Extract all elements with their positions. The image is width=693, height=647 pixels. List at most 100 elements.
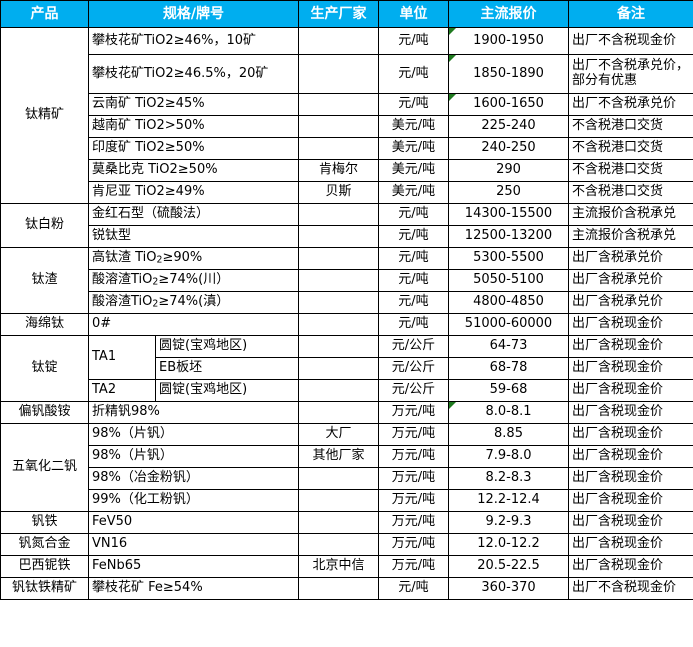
table-row: 99%（化工粉钒） 万元/吨 12.2-12.4 出厂含税现金价: [1, 489, 693, 512]
spec-cell: 越南矿 TiO2>50%: [88, 115, 299, 138]
note-cell: 出厂不含税现金价: [568, 577, 693, 600]
note-cell: 出厂含税承兑价: [568, 247, 693, 270]
price-cell: 7.9-8.0: [448, 445, 569, 468]
note-cell: 不含税港口交货: [568, 137, 693, 160]
product-category-cell: 巴西铌铁: [0, 555, 89, 578]
price-cell-with-comment-marker: 8.0-8.1: [448, 401, 569, 424]
table-row: 越南矿 TiO2>50% 美元/吨 225-240 不含税港口交货: [1, 115, 693, 138]
unit-cell: 万元/吨: [378, 555, 449, 578]
manufacturer-cell: [298, 115, 379, 138]
manufacturer-cell: 北京中信: [298, 555, 379, 578]
unit-cell: 元/吨: [378, 247, 449, 270]
spec-cell: 98%（片钒）: [88, 445, 299, 468]
unit-cell: 万元/吨: [378, 423, 449, 446]
table-row: 印度矿 TiO2≥50% 美元/吨 240-250 不含税港口交货: [1, 137, 693, 160]
unit-cell: 元/吨: [378, 93, 449, 116]
spec-cell: 攀枝花矿TiO2≥46%，10矿: [88, 27, 299, 55]
spec-cell: 肯尼亚 TiO2≥49%: [88, 181, 299, 204]
price-cell: 12.2-12.4: [448, 489, 569, 512]
table-body: 钛精矿 攀枝花矿TiO2≥46%，10矿 元/吨 1900-1950 出厂不含税现金价攀…: [0, 27, 693, 600]
manufacturer-cell: [298, 533, 379, 556]
note-cell: 出厂含税现金价: [568, 423, 693, 446]
table-row: 肯尼亚 TiO2≥49% 贝斯 美元/吨 250 不含税港口交货: [1, 181, 693, 204]
manufacturer-cell: [298, 54, 379, 94]
table-row: 锐钛型 元/吨 12500-13200 主流报价含税承兑: [1, 225, 693, 248]
note-cell: 出厂含税现金价: [568, 401, 693, 424]
price-cell: 64-73: [448, 335, 569, 358]
manufacturer-cell: 肯梅尔: [298, 159, 379, 182]
note-cell: 出厂含税现金价: [568, 379, 693, 402]
spec-cell: 云南矿 TiO2≥45%: [88, 93, 299, 116]
unit-cell: 万元/吨: [378, 511, 449, 534]
price-cell: 290: [448, 159, 569, 182]
table-row: 酸溶渣TiO2≥74%(川） 元/吨 5050-5100 出厂含税承兑价: [1, 269, 693, 292]
note-cell: 出厂含税现金价: [568, 489, 693, 512]
table-row: 海绵钛 0# 元/吨 51000-60000 出厂含税现金价: [0, 313, 693, 336]
product-category-cell: 钒铁: [0, 511, 89, 534]
table-row: 98%（片钒） 其他厂家 万元/吨 7.9-8.0 出厂含税现金价: [1, 445, 693, 468]
unit-cell: 元/公斤: [378, 357, 449, 380]
table-row: 酸溶渣TiO2≥74%(滇） 元/吨 4800-4850 出厂含税承兑价: [1, 291, 693, 314]
grade-cell: TA1: [88, 335, 156, 380]
manufacturer-cell: [298, 225, 379, 248]
manufacturer-cell: [298, 511, 379, 534]
column-header-unit: 单位: [378, 0, 449, 28]
spec-cell: VN16: [88, 533, 299, 556]
product-category-cell: 钒氮合金: [0, 533, 89, 556]
spec-cell: 酸溶渣TiO2≥74%(川）: [88, 269, 299, 292]
note-cell: 不含税港口交货: [568, 181, 693, 204]
table-row: 98%（冶金粉钒） 万元/吨 8.2-8.3 出厂含税现金价: [1, 467, 693, 490]
spec-cell: 酸溶渣TiO2≥74%(滇）: [88, 291, 299, 314]
chemical-subscript: 2: [152, 298, 159, 310]
note-cell: 出厂含税现金价: [568, 445, 693, 468]
unit-cell: 元/吨: [378, 54, 449, 94]
column-header-price: 主流报价: [448, 0, 569, 28]
manufacturer-cell: [298, 489, 379, 512]
price-cell: 68-78: [448, 357, 569, 380]
price-cell: 240-250: [448, 137, 569, 160]
table-row: TA2 圆锭(宝鸡地区) 元/公斤 59-68 出厂含税现金价: [1, 379, 693, 402]
manufacturer-cell: [298, 27, 379, 55]
table-row: 云南矿 TiO2≥45% 元/吨 1600-1650 出厂不含税承兑价: [1, 93, 693, 116]
column-header-spec: 规格/牌号: [88, 0, 299, 28]
manufacturer-cell: [298, 137, 379, 160]
price-cell: 12.0-12.2: [448, 533, 569, 556]
spec-cell: 98%（片钒）: [88, 423, 299, 446]
table-header-row: 产品 规格/牌号 生产厂家 单位 主流报价 备注: [0, 0, 693, 28]
unit-cell: 美元/吨: [378, 137, 449, 160]
spec-cell: 圆锭(宝鸡地区): [155, 335, 299, 358]
note-cell: 出厂含税现金价: [568, 357, 693, 380]
price-cell: 14300-15500: [448, 203, 569, 226]
column-header-manufacturer: 生产厂家: [298, 0, 379, 28]
product-category-cell: 钛渣: [0, 247, 89, 314]
product-category-cell: 海绵钛: [0, 313, 89, 336]
grade-cell: TA2: [88, 379, 156, 402]
price-cell: 51000-60000: [448, 313, 569, 336]
manufacturer-cell: [298, 401, 379, 424]
unit-cell: 元/吨: [378, 27, 449, 55]
table-row: 五氧化二钒 98%（片钒） 大厂 万元/吨 8.85 出厂含税现金价: [0, 423, 693, 512]
table-row: 钒氮合金 VN16 万元/吨 12.0-12.2 出厂含税现金价: [0, 533, 693, 556]
manufacturer-cell: [298, 313, 379, 336]
price-cell: 12500-13200: [448, 225, 569, 248]
spec-cell: 圆锭(宝鸡地区): [155, 379, 299, 402]
unit-cell: 元/吨: [378, 225, 449, 248]
spec-cell: 锐钛型: [88, 225, 299, 248]
price-cell: 20.5-22.5: [448, 555, 569, 578]
unit-cell: 万元/吨: [378, 445, 449, 468]
unit-cell: 元/吨: [378, 313, 449, 336]
manufacturer-cell: [298, 335, 379, 358]
price-cell-with-comment-marker: 1600-1650: [448, 93, 569, 116]
spec-cell: 折精钒98%: [88, 401, 299, 424]
manufacturer-cell: [298, 467, 379, 490]
manufacturer-cell: [298, 203, 379, 226]
note-cell: 出厂含税承兑价: [568, 269, 693, 292]
unit-cell: 元/公斤: [378, 379, 449, 402]
unit-cell: 美元/吨: [378, 159, 449, 182]
manufacturer-cell: 贝斯: [298, 181, 379, 204]
product-category-cell: 钛锭: [0, 335, 89, 402]
price-cell: 59-68: [448, 379, 569, 402]
unit-cell: 元/吨: [378, 577, 449, 600]
note-cell: 出厂含税现金价: [568, 511, 693, 534]
